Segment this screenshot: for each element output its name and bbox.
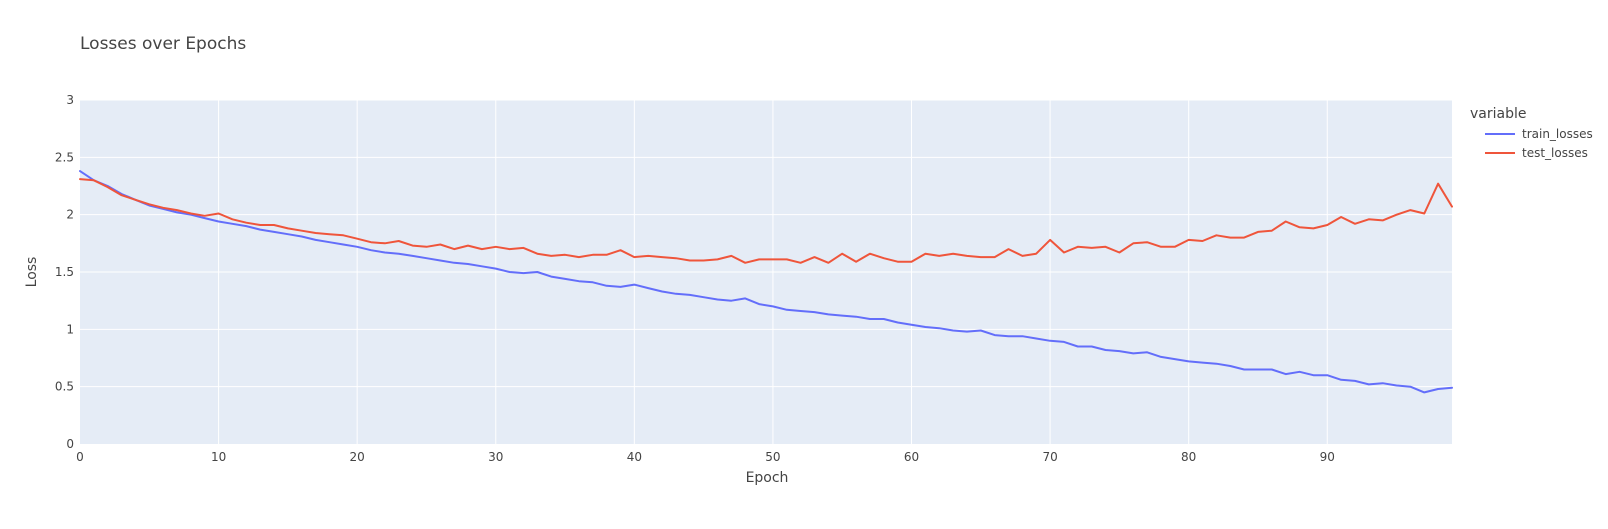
x-tick-label: 60 [904, 450, 919, 464]
legend[interactable]: variable train_losses test_losses [1470, 106, 1593, 160]
legend-item-test-losses[interactable]: test_losses [1485, 146, 1588, 160]
x-tick-label: 70 [1042, 450, 1057, 464]
x-tick-label: 80 [1181, 450, 1196, 464]
x-tick-label: 10 [211, 450, 226, 464]
x-tick-label: 50 [765, 450, 780, 464]
x-tick-label: 90 [1320, 450, 1335, 464]
series-line-test-losses [79, 178, 1453, 264]
y-tick-label: 2.5 [55, 150, 74, 164]
chart-title: Losses over Epochs [80, 34, 246, 54]
legend-label: test_losses [1522, 146, 1588, 160]
y-tick-label: 1 [66, 322, 74, 336]
x-tick-label: 0 [76, 450, 84, 464]
tick-labels: 0 10 20 30 40 50 60 70 80 90 0 0.5 1 1.5 2 2.5 3 [55, 93, 1335, 464]
y-tick-label: 1.5 [55, 265, 74, 279]
x-tick-label: 40 [627, 450, 642, 464]
y-tick-label: 0 [66, 437, 74, 451]
grid-lines [80, 99, 1452, 444]
x-tick-label: 30 [488, 450, 503, 464]
x-tick-label: 20 [350, 450, 365, 464]
series-lines [79, 170, 1453, 394]
y-axis-label: Loss [24, 257, 40, 288]
x-axis-label: Epoch [746, 470, 789, 486]
series-line-train-losses [79, 170, 1453, 394]
legend-items[interactable]: train_losses test_losses [1485, 127, 1593, 160]
legend-item-train-losses[interactable]: train_losses [1485, 127, 1593, 141]
y-tick-label: 0.5 [55, 380, 74, 394]
y-tick-label: 2 [66, 208, 74, 222]
legend-label: train_losses [1522, 127, 1593, 141]
legend-title: variable [1470, 106, 1526, 122]
y-tick-label: 3 [66, 93, 74, 107]
